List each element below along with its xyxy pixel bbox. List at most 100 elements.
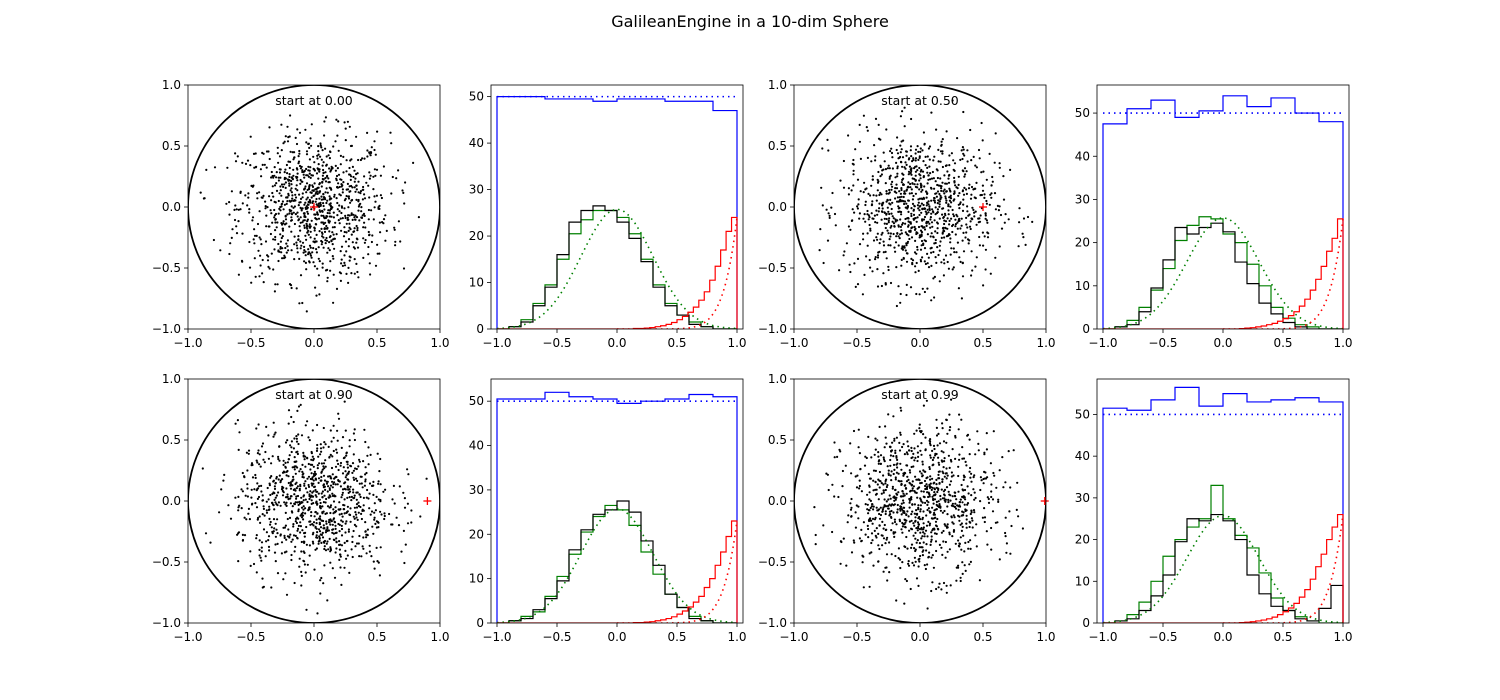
scatter-point [277,161,280,164]
scatter-point [268,267,271,270]
scatter-point [963,496,966,499]
scatter-point [323,227,326,230]
scatter-point [352,488,355,491]
scatter-point [963,175,966,178]
scatter-point [902,501,905,504]
scatter-point [365,552,368,555]
scatter-point [338,193,341,196]
scatter-point [904,521,907,524]
scatter-point [865,456,868,460]
scatter-point [269,209,272,212]
scatter-point [958,519,961,522]
scatter-point [898,237,901,240]
scatter-point [323,541,326,544]
scatter-point [334,527,337,531]
scatter-point [304,498,307,501]
scatter-point [294,501,297,504]
x-tick-label: 0.0 [607,630,626,644]
scatter-point [979,500,982,503]
scatter-point [940,189,943,192]
x-tick-label: −1.0 [482,630,511,644]
scatter-point [947,181,951,184]
scatter-point [269,232,272,236]
scatter-point [328,488,331,491]
scatter-point [945,486,949,489]
scatter-point [986,496,989,499]
scatter-point [850,497,853,501]
scatter-point [852,184,855,187]
scatter-point [346,505,349,508]
scatter-point [871,503,874,506]
scatter-point [947,454,951,457]
scatter-point [329,511,332,515]
scatter-point [927,203,930,206]
scatter-point [926,201,929,204]
scatter-point [323,564,326,567]
scatter-point [367,184,370,187]
scatter-point [337,479,340,483]
scatter-point [307,203,310,206]
scatter-point [914,560,917,563]
scatter-point [908,497,911,501]
scatter-point [317,257,320,260]
scatter-point [317,517,321,520]
scatter-point [277,259,280,263]
scatter-point [908,499,912,502]
scatter-point [940,459,943,462]
scatter-point [965,188,968,191]
x-tick-label: 0.5 [367,630,386,644]
scatter-point [300,501,303,504]
scatter-point [290,450,293,454]
scatter-point [914,192,918,195]
scatter-point [912,158,915,161]
scatter-point [305,182,309,185]
scatter-point [978,217,981,220]
scatter-point [272,530,275,533]
scatter-point [942,215,946,219]
scatter-point [945,182,949,185]
scatter-point [919,508,922,511]
scatter-point [921,170,925,173]
scatter-point [341,493,344,496]
scatter-point [240,488,243,491]
scatter-point [888,494,891,497]
scatter-point [934,508,937,511]
scatter-point [944,500,947,503]
scatter-point [298,164,302,168]
scatter-point [924,210,927,213]
scatter-point [316,536,319,539]
scatter-point [906,242,909,245]
scatter-point [352,213,355,216]
scatter-point [304,424,307,427]
scatter-point [294,482,297,486]
scatter-point [911,198,915,201]
scatter-point [906,453,909,456]
scatter-point [928,158,931,161]
scatter-point [312,490,315,493]
scatter-point [834,224,837,227]
scatter-point [350,233,353,236]
scatter-point [306,210,309,213]
scatter-point [916,145,919,148]
scatter-point [949,241,952,244]
scatter-point [304,480,307,483]
scatter-point [349,507,352,510]
scatter-point [298,149,301,153]
scatter-point [347,281,350,284]
scatter-point [352,246,355,249]
scatter-point [364,478,367,481]
coord1-histogram [497,205,737,329]
scatter-point [252,184,255,187]
scatter-point [296,452,299,456]
scatter-point [380,513,383,516]
scatter-point [868,258,871,262]
scatter-point [926,508,929,512]
scatter-point [926,485,929,488]
scatter-point [910,207,913,210]
scatter-point [261,442,265,445]
scatter-point [878,512,881,516]
scatter-point [927,200,930,203]
scatter-point [296,494,300,498]
scatter-point [319,505,322,508]
scatter-point [261,494,264,497]
